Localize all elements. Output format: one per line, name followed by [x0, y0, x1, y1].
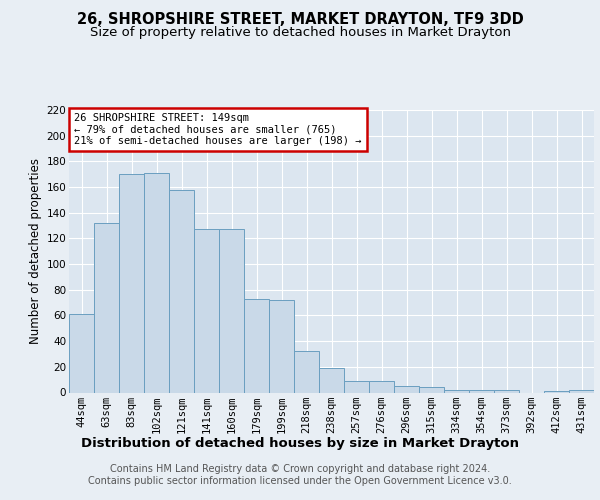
- Bar: [319, 368, 344, 392]
- Bar: [544, 391, 569, 392]
- Y-axis label: Number of detached properties: Number of detached properties: [29, 158, 43, 344]
- Bar: [469, 390, 494, 392]
- Text: Contains HM Land Registry data © Crown copyright and database right 2024.
Contai: Contains HM Land Registry data © Crown c…: [88, 464, 512, 486]
- Bar: [294, 352, 319, 393]
- Bar: [369, 381, 394, 392]
- Bar: [94, 223, 119, 392]
- Bar: [444, 390, 469, 392]
- Bar: [344, 381, 369, 392]
- Text: 26 SHROPSHIRE STREET: 149sqm
← 79% of detached houses are smaller (765)
21% of s: 26 SHROPSHIRE STREET: 149sqm ← 79% of de…: [74, 113, 362, 146]
- Bar: [194, 230, 219, 392]
- Bar: [144, 173, 169, 392]
- Bar: [219, 230, 244, 392]
- Bar: [394, 386, 419, 392]
- Text: Size of property relative to detached houses in Market Drayton: Size of property relative to detached ho…: [89, 26, 511, 39]
- Text: 26, SHROPSHIRE STREET, MARKET DRAYTON, TF9 3DD: 26, SHROPSHIRE STREET, MARKET DRAYTON, T…: [77, 12, 523, 28]
- Text: Distribution of detached houses by size in Market Drayton: Distribution of detached houses by size …: [81, 438, 519, 450]
- Bar: [494, 390, 519, 392]
- Bar: [69, 314, 94, 392]
- Bar: [569, 390, 594, 392]
- Bar: [419, 388, 444, 392]
- Bar: [269, 300, 294, 392]
- Bar: [119, 174, 144, 392]
- Bar: [244, 299, 269, 392]
- Bar: [169, 190, 194, 392]
